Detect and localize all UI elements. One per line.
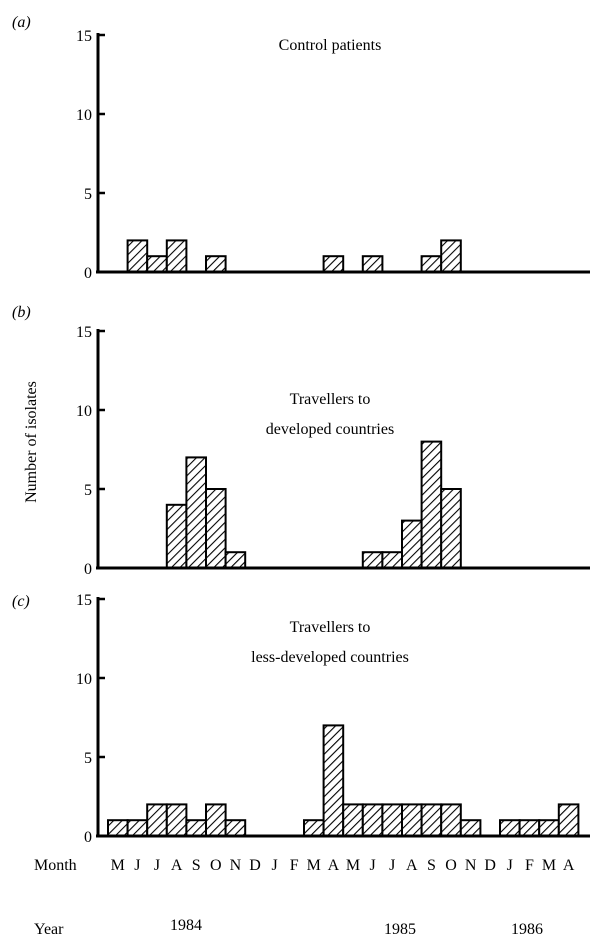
bar xyxy=(420,440,443,570)
bar xyxy=(303,819,325,838)
bar xyxy=(401,803,423,838)
month-tick-label: A xyxy=(171,857,183,874)
year-label: 1986 xyxy=(511,921,543,938)
chart-panel-a: (a) Control patients 0 5 10 15 xyxy=(12,14,590,282)
month-tick-label: O xyxy=(445,857,457,874)
month-tick-label: J xyxy=(134,857,140,874)
month-tick-label: F xyxy=(290,857,299,874)
month-tick-label: J xyxy=(389,857,395,874)
panel-title: Control patients xyxy=(279,37,382,54)
bar xyxy=(224,551,247,570)
bar xyxy=(420,255,443,274)
y-tick-label: 15 xyxy=(76,28,92,45)
y-axis-label: Number of isolates xyxy=(23,381,40,503)
bar xyxy=(518,819,541,838)
month-tick-label: O xyxy=(210,857,222,874)
bar xyxy=(165,503,188,569)
bar xyxy=(420,803,443,838)
bar xyxy=(165,803,188,838)
month-tick-label: M xyxy=(307,857,321,874)
chart-panel-c: (c) Travellers to less-developed countries… xyxy=(12,592,590,846)
bar xyxy=(205,488,227,569)
bar xyxy=(107,819,129,838)
bar xyxy=(322,255,345,274)
month-tick-label: N xyxy=(465,857,477,874)
month-tick-label: A xyxy=(563,857,575,874)
bar xyxy=(126,819,149,838)
year-label: 1985 xyxy=(384,921,416,938)
panel-letter: (c) xyxy=(12,593,30,610)
y-tick-label: 0 xyxy=(84,265,92,282)
bar xyxy=(440,488,462,569)
month-tick-label: D xyxy=(249,857,261,874)
panel-letter: (b) xyxy=(12,304,31,321)
month-tick-label: S xyxy=(427,857,436,874)
bar xyxy=(401,519,423,569)
bar xyxy=(146,255,168,274)
month-tick-label: J xyxy=(271,857,277,874)
y-tick-label: 0 xyxy=(84,561,92,578)
month-tick-label: M xyxy=(346,857,360,874)
bar xyxy=(322,724,345,838)
panel-title: less-developed countries xyxy=(251,649,409,666)
month-tick-label: S xyxy=(192,857,201,874)
y-tick-label: 10 xyxy=(76,107,92,124)
y-tick-label: 5 xyxy=(84,482,92,499)
bar xyxy=(342,803,364,838)
y-tick-label: 15 xyxy=(76,592,92,609)
bar xyxy=(361,255,384,274)
panel-letter: (a) xyxy=(12,14,31,31)
y-tick-label: 15 xyxy=(76,324,92,341)
month-tick-label: A xyxy=(406,857,418,874)
bar xyxy=(185,456,207,569)
month-tick-label: J xyxy=(507,857,513,874)
month-tick-label: J xyxy=(369,857,375,874)
bar xyxy=(146,803,168,838)
month-tick-label: M xyxy=(542,857,556,874)
month-tick-label: N xyxy=(230,857,242,874)
y-tick-label: 5 xyxy=(84,186,92,203)
month-tick-label: J xyxy=(154,857,160,874)
bar xyxy=(185,819,207,838)
panel-title: Travellers to xyxy=(290,619,371,636)
y-tick-label: 5 xyxy=(84,750,92,767)
bar xyxy=(499,819,521,838)
bar xyxy=(205,803,227,838)
panel-title: developed countries xyxy=(266,421,394,438)
bar xyxy=(381,803,403,838)
month-tick-label: M xyxy=(111,857,125,874)
bar xyxy=(224,819,247,838)
month-tick-label: F xyxy=(525,857,534,874)
bar xyxy=(557,803,580,838)
bar xyxy=(205,255,227,274)
year-label: 1984 xyxy=(170,917,202,934)
month-row-label: Month xyxy=(34,857,77,874)
y-tick-label: 10 xyxy=(76,671,92,688)
y-tick-label: 0 xyxy=(84,829,92,846)
bar xyxy=(440,239,462,273)
bar xyxy=(165,239,188,273)
bar xyxy=(361,803,384,838)
y-tick-label: 10 xyxy=(76,403,92,420)
bar xyxy=(126,239,149,273)
panels-layer: (a) Control patients 0 5 10 15 (b) Travellers t… xyxy=(12,14,590,846)
month-tick-label: A xyxy=(328,857,340,874)
year-row-label: Year xyxy=(34,921,64,938)
panel-title: Travellers to xyxy=(290,391,371,408)
bar xyxy=(440,803,462,838)
chart-panel-b: (b) Travellers to developed countries 0 5 10 1… xyxy=(12,304,590,578)
bar xyxy=(381,551,403,570)
month-tick-label: D xyxy=(484,857,496,874)
bar xyxy=(459,819,482,838)
bar xyxy=(538,819,560,838)
bar xyxy=(361,551,384,570)
